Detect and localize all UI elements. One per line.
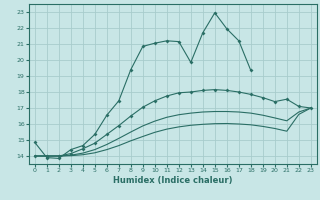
X-axis label: Humidex (Indice chaleur): Humidex (Indice chaleur) xyxy=(113,176,233,185)
